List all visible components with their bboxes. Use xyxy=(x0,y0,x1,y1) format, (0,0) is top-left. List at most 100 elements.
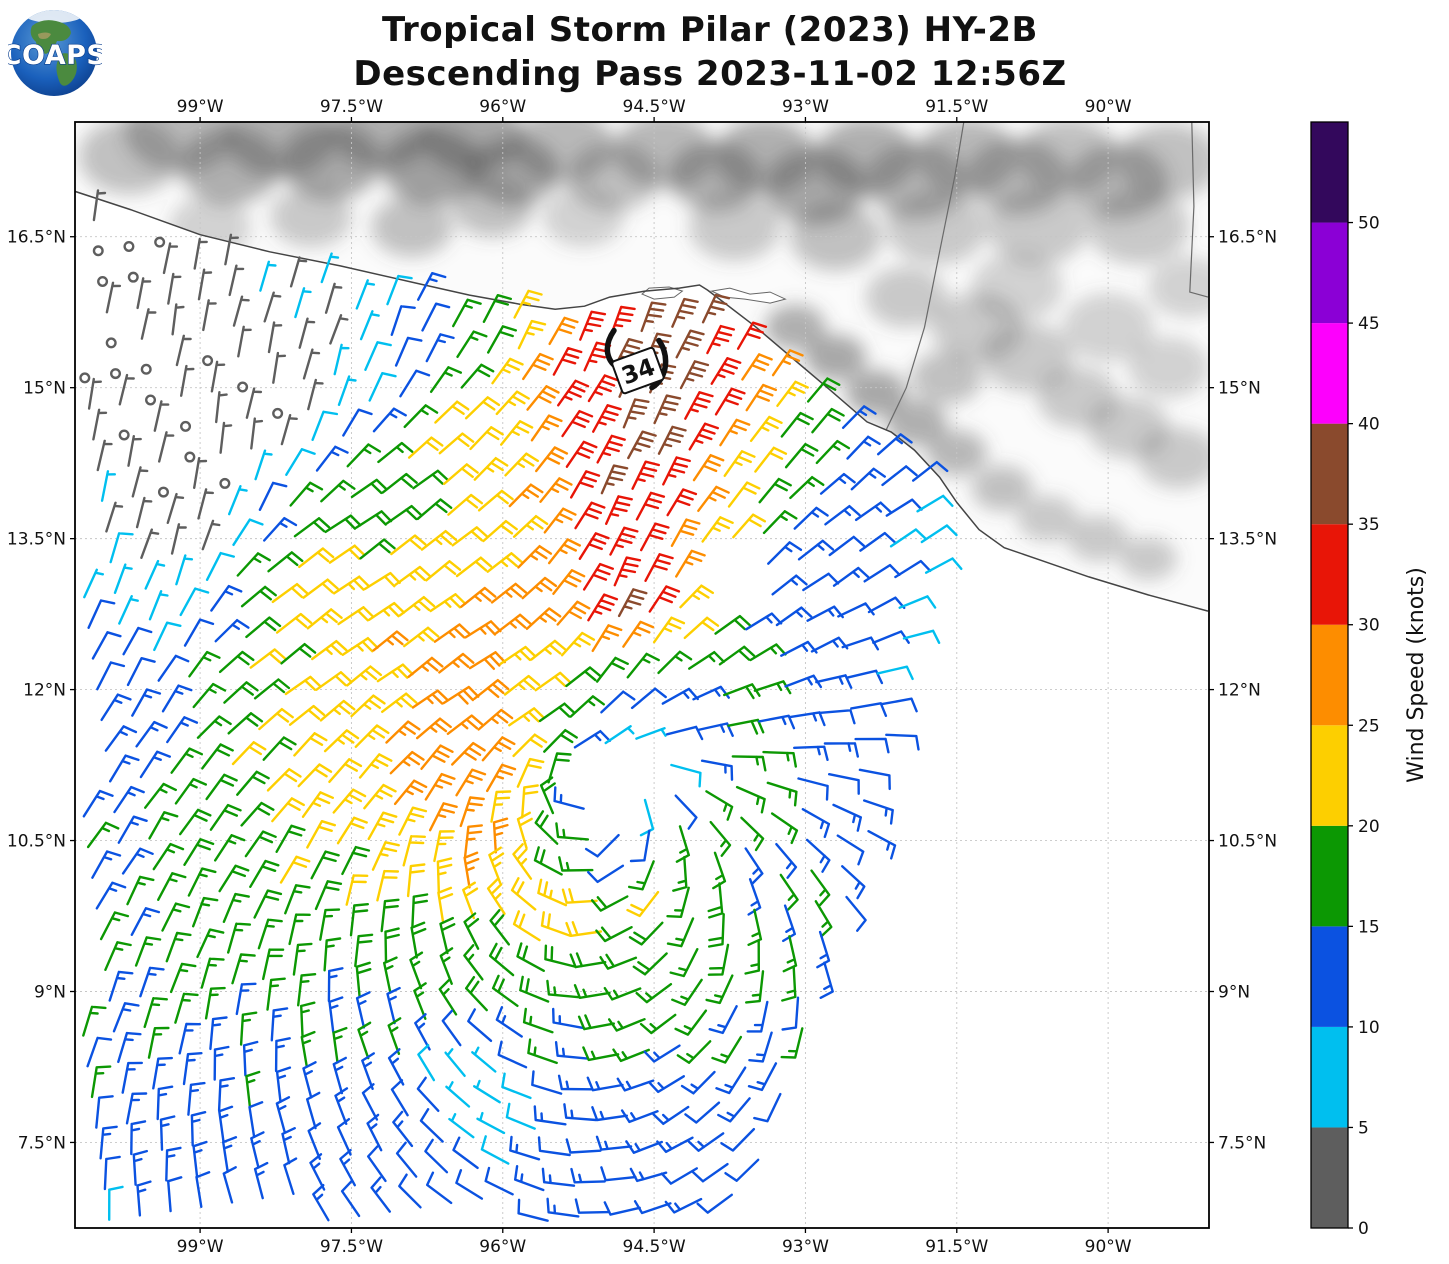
wind-barb xyxy=(473,1079,501,1104)
colorbar-segment xyxy=(1311,423,1348,525)
wind-barb xyxy=(832,803,862,832)
wind-barb xyxy=(837,602,875,618)
colorbar-tick-label: 25 xyxy=(1358,716,1380,736)
wind-barb xyxy=(309,1153,326,1191)
wind-barb xyxy=(292,942,313,976)
wind-barb xyxy=(574,1198,611,1214)
wind-barb xyxy=(311,410,339,441)
wind-barb xyxy=(259,260,277,292)
wind-barb xyxy=(802,572,840,592)
wind-barb xyxy=(762,750,797,768)
wind-barb xyxy=(96,439,113,472)
wind-barb xyxy=(320,252,340,284)
wind-barb xyxy=(152,842,185,871)
wind-barb xyxy=(745,970,765,1004)
wind-barb xyxy=(275,1096,291,1134)
wind-barb xyxy=(451,741,486,766)
wind-barb xyxy=(263,517,298,542)
wind-barb xyxy=(108,1185,124,1221)
wind-barb xyxy=(898,595,937,609)
lon-tick-label-top: 91.5°W xyxy=(925,97,988,117)
wind-barb xyxy=(139,750,171,779)
colorbar-segment xyxy=(1311,122,1348,223)
wind-barb xyxy=(744,939,760,975)
calm-circle xyxy=(118,429,130,441)
wind-barb xyxy=(697,485,730,512)
wind-barb xyxy=(363,783,397,810)
wind-barb xyxy=(691,1162,729,1183)
wind-barb xyxy=(307,378,324,411)
calm-circle xyxy=(145,394,157,406)
coaps-logo-text: COAPS xyxy=(8,40,102,71)
wind-barb xyxy=(272,351,287,384)
wind-barb xyxy=(570,1167,606,1184)
wind-barb xyxy=(714,387,746,416)
wind-barb xyxy=(169,962,197,994)
wind-barb xyxy=(579,310,607,341)
wind-barb xyxy=(87,377,102,410)
wind-barb xyxy=(227,712,264,735)
wind-barb xyxy=(367,1145,387,1183)
wind-barb xyxy=(166,716,199,744)
wind-barb xyxy=(354,933,374,968)
wind-barb xyxy=(350,478,388,499)
wind-barb xyxy=(912,461,949,482)
wind-barb xyxy=(209,1016,228,1051)
wind-barb xyxy=(414,1013,431,1051)
wind-barb xyxy=(577,1014,615,1031)
wind-barb xyxy=(530,414,563,442)
wind-barb xyxy=(784,443,819,469)
wind-barb xyxy=(266,977,286,1011)
wind-barb xyxy=(797,539,835,561)
wind-barb xyxy=(205,773,238,801)
wind-barb xyxy=(513,289,543,319)
calm-circle xyxy=(202,355,214,367)
wind-barb xyxy=(270,1007,289,1042)
wind-barb xyxy=(438,652,475,674)
colorbar-tick-label: 40 xyxy=(1358,415,1380,435)
wind-barb xyxy=(583,341,612,372)
wind-barb xyxy=(442,685,480,705)
wind-barb xyxy=(858,768,891,791)
wind-barb xyxy=(620,1109,659,1124)
wind-barb xyxy=(632,952,668,976)
wind-barb xyxy=(762,510,798,535)
wind-barb xyxy=(537,878,568,907)
wind-barb xyxy=(157,654,190,682)
wind-barb xyxy=(218,1105,234,1143)
wind-barb xyxy=(626,652,660,679)
wind-barb xyxy=(196,928,225,959)
wind-barb xyxy=(271,583,309,604)
wind-barb xyxy=(674,794,698,830)
wind-barb xyxy=(336,816,368,845)
wind-barb xyxy=(329,314,349,345)
wind-barb xyxy=(708,1005,738,1035)
wind-barb xyxy=(539,776,556,815)
wind-barb xyxy=(398,806,428,836)
wind-barb xyxy=(228,264,245,297)
wind-barb xyxy=(144,782,177,809)
colorbar-segment xyxy=(1311,1127,1348,1228)
wind-barb xyxy=(556,600,591,626)
wind-barb xyxy=(386,986,401,1025)
wind-barb xyxy=(121,1061,143,1094)
wind-barb xyxy=(407,656,444,678)
wind-barb xyxy=(885,498,923,517)
wind-barb xyxy=(801,808,831,839)
wind-barb xyxy=(543,729,578,753)
wind-barb xyxy=(745,612,783,631)
wind-barbs-layer xyxy=(79,189,963,1222)
wind-barb xyxy=(385,504,423,525)
wind-barb xyxy=(731,755,767,772)
calm-circle xyxy=(92,245,104,257)
wind-barb xyxy=(455,768,487,797)
wind-barb xyxy=(99,1125,118,1160)
wind-barb xyxy=(717,1097,751,1123)
wind-barb xyxy=(109,532,134,564)
wind-barb xyxy=(337,375,357,406)
wind-barb xyxy=(670,518,701,547)
wind-barb xyxy=(546,1197,580,1218)
wind-barb xyxy=(747,1062,778,1092)
grid-lines xyxy=(75,122,1209,1228)
